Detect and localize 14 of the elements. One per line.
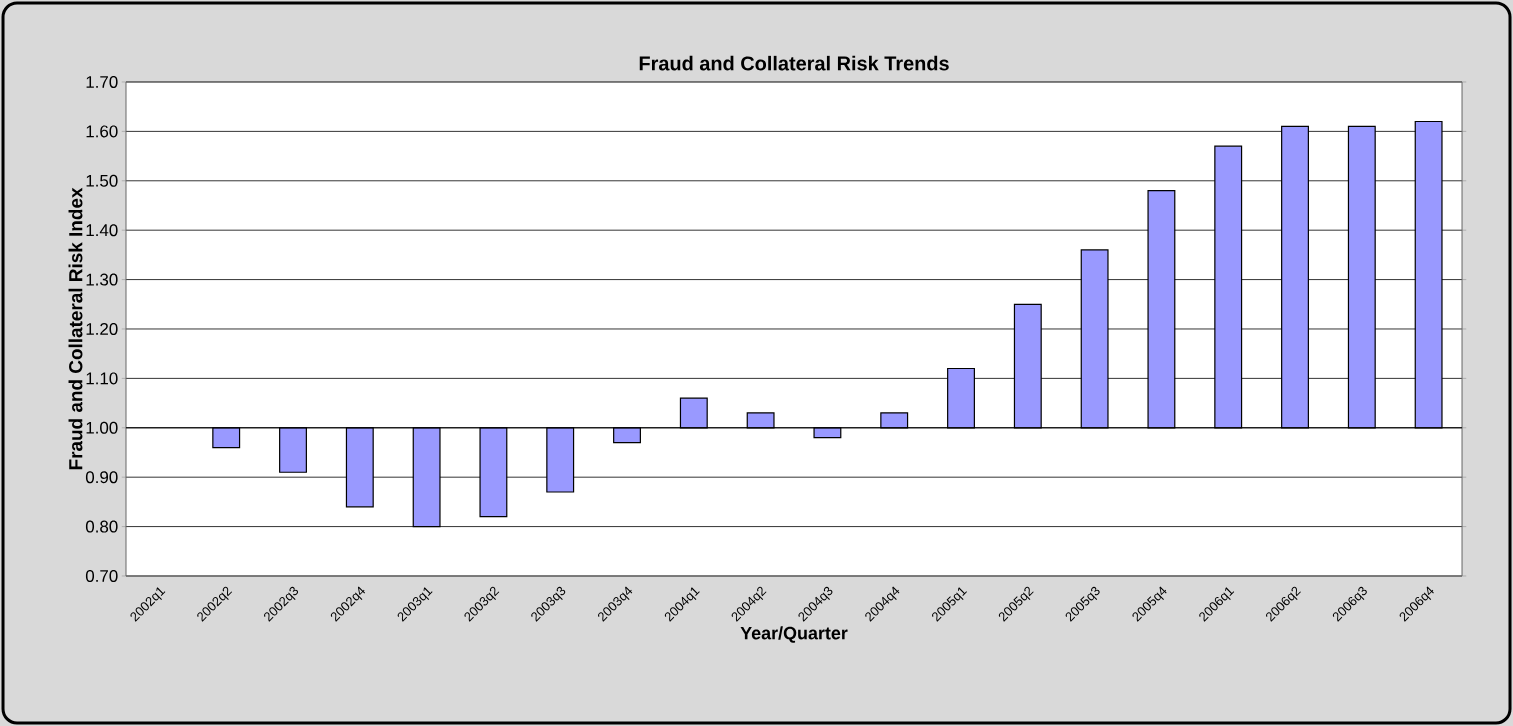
y-tick-label: 1.50 [86, 174, 118, 187]
y-axis-title: Fraud and Collateral Risk Index [68, 187, 83, 470]
y-tick-label: 0.70 [85, 569, 118, 582]
y-tick-label: 1.30 [86, 273, 118, 286]
y-tick-label: 1.60 [86, 125, 118, 138]
y-tick-label: 0.80 [85, 520, 118, 533]
y-tick-label: 1.70 [86, 75, 118, 88]
chart-title: Fraud and Collateral Risk Trends [639, 55, 949, 71]
y-tick-label: 1.00 [86, 421, 118, 434]
y-tick-label: 1.10 [86, 372, 118, 385]
y-tick-label: 0.90 [85, 471, 118, 484]
y-tick-label: 1.40 [86, 224, 118, 237]
y-tick-label: 1.20 [86, 322, 118, 335]
x-axis-title: Year/Quarter [740, 626, 848, 643]
